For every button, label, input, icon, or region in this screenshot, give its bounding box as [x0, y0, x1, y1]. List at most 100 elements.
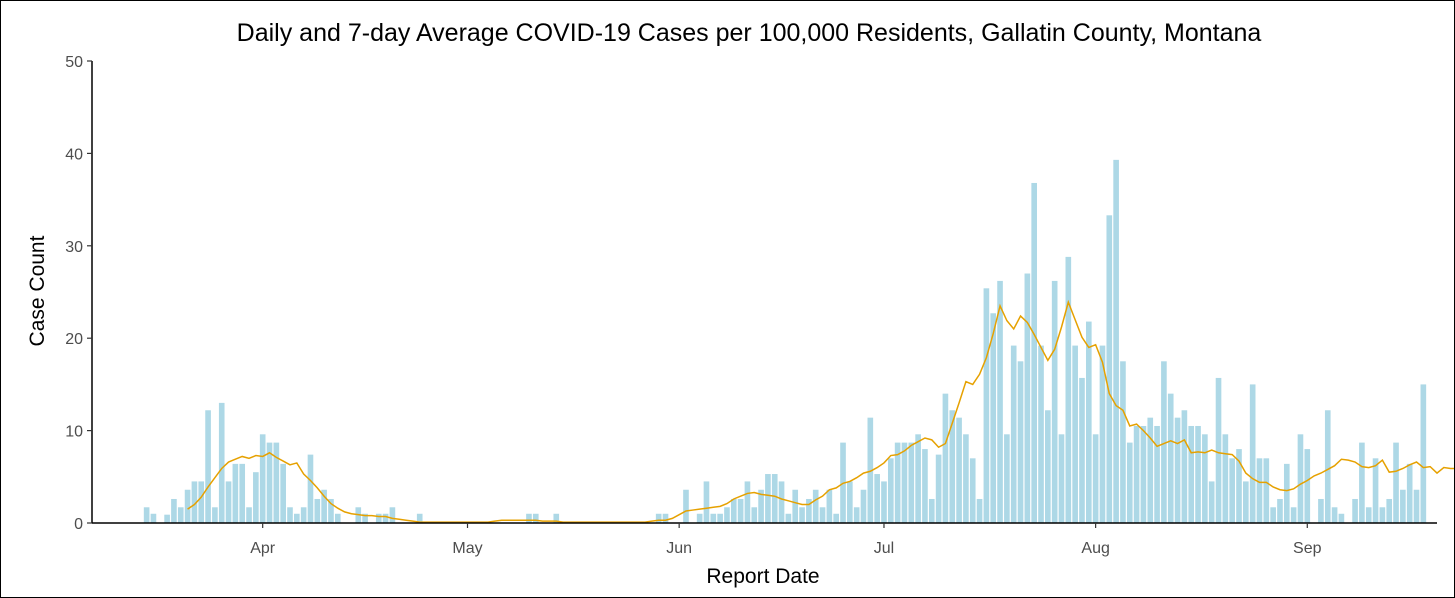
daily-bar [990, 313, 997, 523]
daily-bar [874, 474, 880, 523]
seven-day-average-line [187, 299, 1454, 523]
daily-bar [184, 489, 191, 523]
y-tick-label: 20 [65, 331, 83, 348]
daily-bar [1243, 481, 1249, 523]
daily-bar [717, 513, 723, 523]
daily-bar [1188, 425, 1195, 523]
daily-bar [860, 489, 867, 523]
daily-bar [1318, 498, 1324, 523]
daily-bar [239, 463, 246, 523]
daily-bar [375, 513, 382, 523]
daily-bar [1413, 489, 1420, 523]
chart-title: Daily and 7-day Average COVID-19 Cases p… [237, 19, 1262, 47]
y-tick-label: 30 [65, 239, 83, 256]
x-axis-title: Report Date [706, 565, 819, 588]
daily-bar [1379, 507, 1386, 523]
daily-bar [1024, 273, 1031, 523]
daily-bar [1202, 434, 1208, 523]
daily-bar [983, 288, 990, 523]
daily-bar [253, 472, 259, 523]
daily-bar [662, 513, 669, 523]
daily-bar [280, 463, 286, 523]
daily-bar [1222, 434, 1229, 523]
daily-bar [1208, 481, 1215, 523]
daily-bar [922, 449, 928, 523]
x-tick-label: Apr [250, 540, 276, 557]
daily-bar [307, 454, 314, 523]
daily-bar [1365, 507, 1372, 523]
daily-bar [1161, 361, 1167, 523]
daily-bar [1304, 449, 1311, 523]
daily-bar [942, 393, 949, 523]
daily-bar [915, 434, 921, 523]
x-tick-label: Jul [874, 540, 894, 557]
daily-bar [1167, 393, 1174, 523]
daily-bar [1181, 410, 1188, 523]
daily-bar [1065, 256, 1072, 523]
daily-bar [191, 481, 198, 523]
daily-bar [225, 481, 232, 523]
daily-bar [266, 442, 273, 523]
daily-bar [1277, 498, 1283, 523]
daily-bar [1017, 361, 1024, 523]
daily-bar [833, 513, 839, 523]
daily-bar [1038, 345, 1044, 523]
daily-bar [956, 417, 962, 523]
daily-bar [1352, 498, 1358, 523]
daily-bar [532, 513, 539, 523]
daily-bar [1004, 434, 1010, 523]
daily-bar [212, 507, 218, 523]
daily-bar [969, 458, 976, 523]
daily-bar [259, 434, 266, 523]
x-tick-label: Aug [1081, 540, 1109, 557]
y-tick-label: 50 [65, 54, 83, 71]
daily-bar [1393, 442, 1399, 523]
x-tick-label: Sep [1293, 540, 1322, 557]
daily-bar [205, 410, 211, 523]
daily-bar [1058, 434, 1065, 523]
daily-bar [785, 513, 792, 523]
daily-bar [683, 489, 689, 523]
daily-bar [1010, 345, 1017, 523]
daily-bar [314, 498, 321, 523]
daily-bar [328, 498, 334, 523]
daily-bar [1106, 215, 1113, 523]
daily-bar [416, 513, 423, 523]
daily-bar [1140, 425, 1147, 523]
daily-bar [901, 442, 908, 523]
daily-bar [881, 481, 887, 523]
daily-bar [389, 507, 396, 523]
daily-bar [847, 481, 853, 523]
daily-bar [826, 489, 833, 523]
daily-bar [1147, 417, 1154, 523]
daily-bar [1229, 458, 1235, 523]
x-tick-label: May [452, 540, 482, 557]
daily-bar [908, 442, 915, 523]
daily-bar [218, 402, 225, 523]
daily-bar [853, 507, 860, 523]
daily-bar [1174, 417, 1181, 523]
daily-bar [171, 498, 177, 523]
daily-bar [771, 474, 778, 523]
daily-bar [1079, 377, 1085, 523]
daily-bar [703, 481, 710, 523]
daily-bar [867, 417, 874, 523]
daily-bar [1113, 159, 1119, 523]
daily-bar [894, 442, 901, 523]
daily-bar [1290, 507, 1297, 523]
daily-bar [1236, 449, 1242, 523]
daily-bar [164, 514, 170, 523]
daily-bar [1085, 321, 1092, 523]
y-ticks: 0 10 20 30 40 50 [65, 54, 92, 533]
daily-bar [758, 489, 764, 523]
x-ticks: Apr May Jun Jul Aug Sep [250, 523, 1322, 557]
y-tick-label: 0 [74, 516, 83, 533]
x-tick-label: Jun [666, 540, 692, 557]
daily-bar [1324, 410, 1331, 523]
daily-bar [246, 507, 252, 523]
daily-bar [997, 280, 1003, 523]
daily-bar [655, 513, 662, 523]
daily-bar [935, 454, 942, 523]
